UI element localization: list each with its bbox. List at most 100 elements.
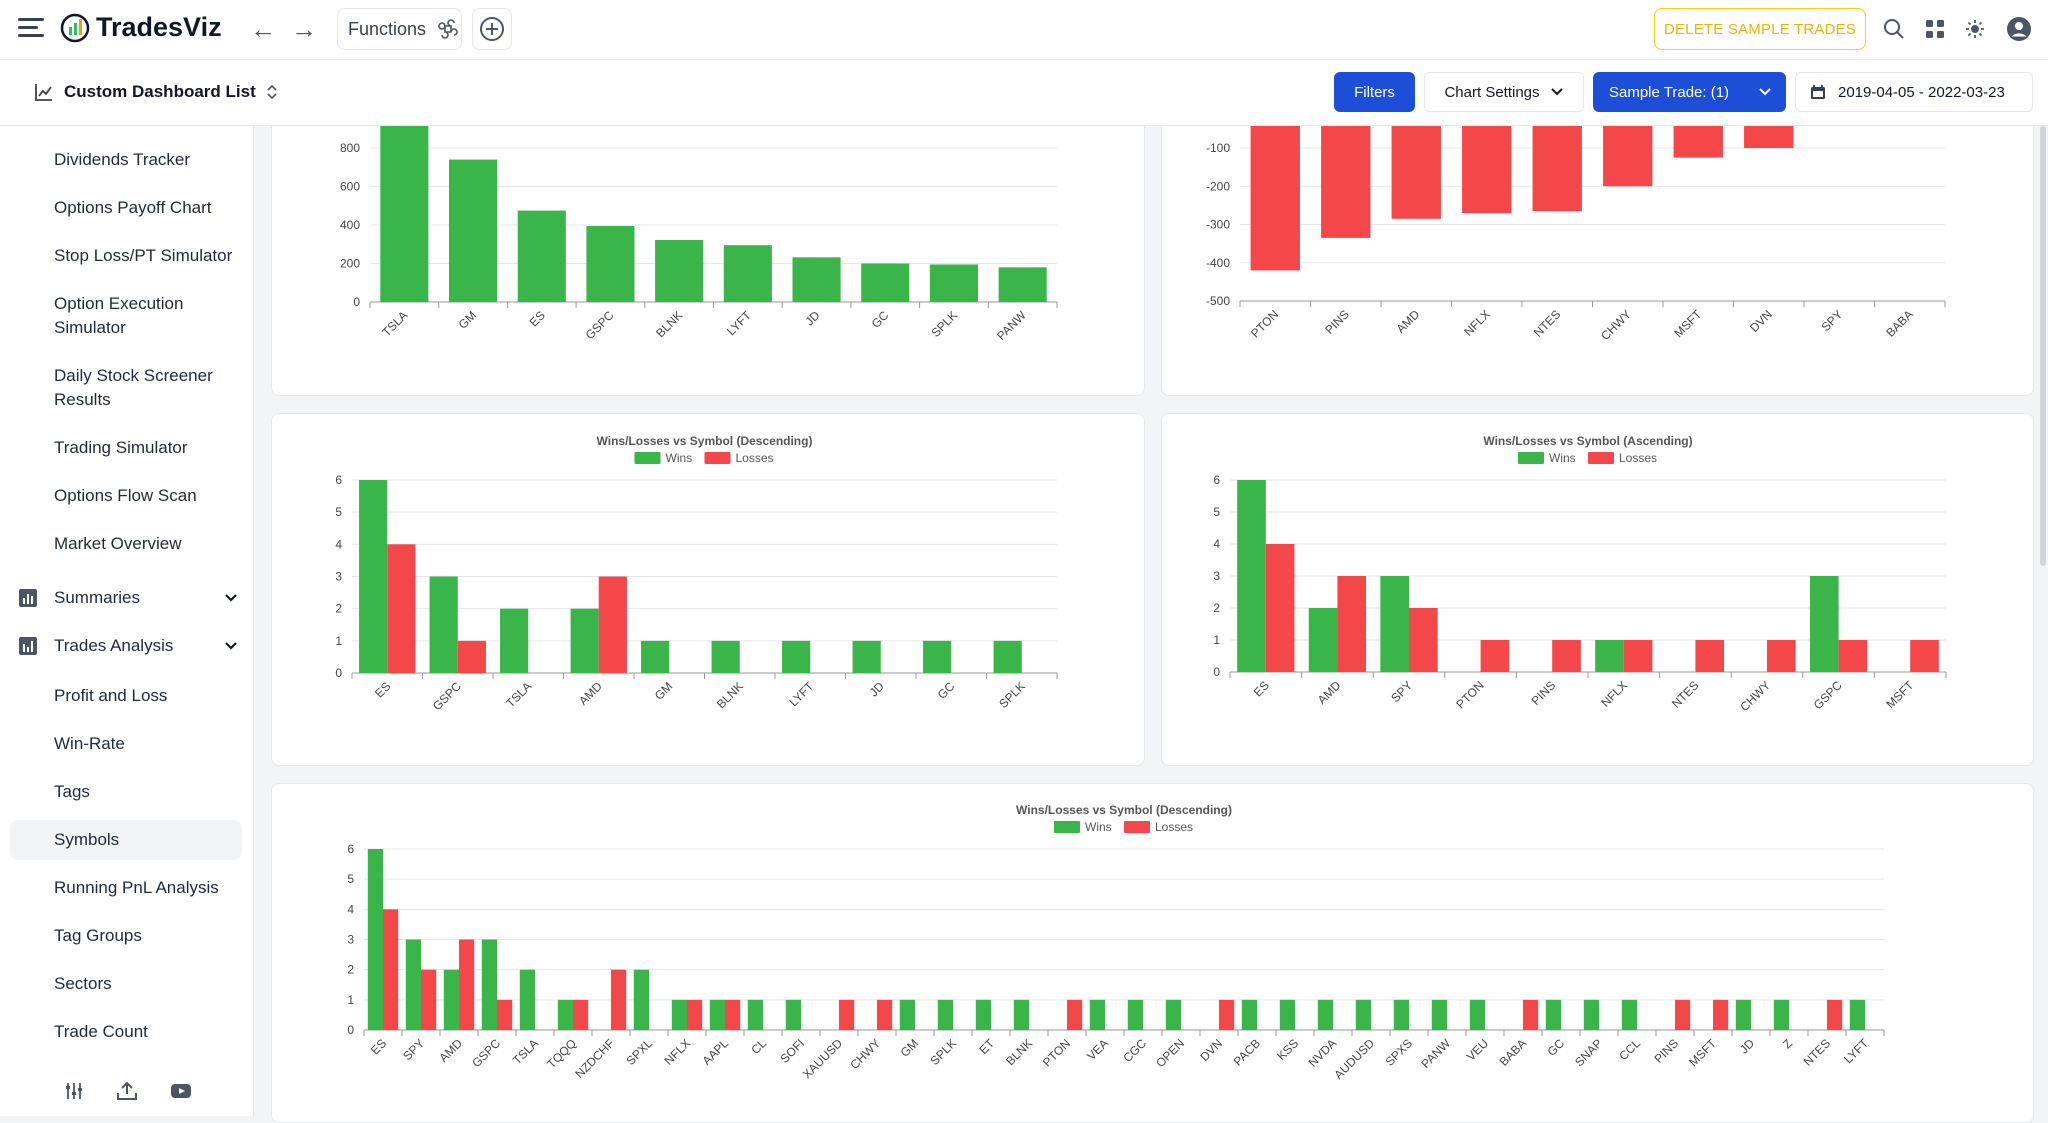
win-bar: [405, 939, 421, 1030]
legend-label: Wins: [1549, 451, 1576, 465]
sidebar-item-profit-and-loss[interactable]: Profit and Loss: [54, 686, 168, 705]
x-tick-label: CHWY: [1598, 307, 1634, 343]
dashboard-selector[interactable]: Custom Dashboard List: [34, 82, 278, 102]
sidebar-item-win-rate[interactable]: Win-Rate: [54, 734, 125, 753]
sidebar-item-sectors[interactable]: Sectors: [54, 974, 112, 993]
sidebar-section-trades-analysis[interactable]: Trades Analysis: [18, 636, 238, 656]
legend-swatch: [1054, 821, 1080, 833]
scrollbar[interactable]: [2040, 126, 2046, 566]
win-bar: [1237, 480, 1266, 672]
sample-trades-dropdown[interactable]: Sample Trade: (1): [1593, 72, 1786, 112]
x-tick-label: LYFT: [724, 308, 754, 338]
win-bar: [1809, 576, 1839, 672]
forward-arrow-icon[interactable]: →: [291, 14, 317, 44]
youtube-icon[interactable]: [170, 1082, 192, 1100]
x-tick-label: SPLK: [996, 679, 1028, 711]
chart-settings-button[interactable]: Chart Settings: [1424, 72, 1584, 112]
sidebar-item-options-flow-scan[interactable]: Options Flow Scan: [54, 486, 197, 505]
search-icon[interactable]: [1881, 16, 1907, 42]
sidebar-item-trade-count[interactable]: Trade Count: [54, 1022, 148, 1041]
sidebar-item-trading-simulator[interactable]: Trading Simulator: [54, 438, 188, 457]
delete-sample-trades-button[interactable]: DELETE SAMPLE TRADES: [1654, 8, 1866, 50]
back-arrow-icon[interactable]: ←: [250, 14, 276, 44]
sidebar-section-label: Summaries: [54, 588, 140, 607]
win-bar: [899, 999, 915, 1030]
profit-bar: [655, 240, 704, 302]
logo[interactable]: TradesViz: [60, 12, 222, 43]
upload-icon[interactable]: [116, 1081, 138, 1101]
y-tick-label: 200: [340, 257, 360, 271]
loss-bar: [1675, 999, 1691, 1030]
win-bar: [1127, 999, 1143, 1030]
user-avatar-icon[interactable]: [2006, 16, 2032, 42]
loss-bar: [877, 999, 893, 1030]
theme-sun-icon[interactable]: [1962, 16, 1988, 42]
sidebar: Dividends Tracker Options Payoff Chart S…: [0, 126, 254, 1116]
sliders-icon[interactable]: [64, 1081, 84, 1101]
chart-title: Wins/Losses vs Symbol (Ascending): [1483, 434, 1692, 448]
chart-title: Wins/Losses vs Symbol (Descending): [597, 434, 813, 448]
legend-swatch: [634, 452, 661, 464]
menu-icon[interactable]: [18, 18, 44, 40]
sidebar-section-summaries[interactable]: Summaries: [18, 588, 238, 608]
sidebar-section-label: Trades Analysis: [54, 636, 174, 655]
profit-bar: [792, 257, 841, 302]
x-tick-label: CHWY: [847, 1036, 883, 1072]
legend-label: Losses: [1155, 820, 1193, 834]
x-tick-label: PINS: [1651, 1036, 1681, 1066]
win-bar: [711, 640, 740, 673]
y-tick-label: 3: [335, 570, 342, 584]
x-tick-label: GSPC: [469, 1036, 503, 1070]
x-tick-label: TSLA: [510, 1036, 541, 1067]
x-tick-label: TSLA: [503, 679, 534, 710]
profit-bar: [586, 225, 635, 302]
apps-grid-icon[interactable]: [1922, 16, 1948, 42]
y-tick-label: 0: [1213, 665, 1220, 679]
x-tick-label: NVDA: [1306, 1036, 1339, 1069]
sidebar-item-symbols[interactable]: Symbols: [54, 830, 120, 849]
sort-updown-icon: [267, 84, 277, 100]
functions-button[interactable]: Functions: [337, 8, 462, 50]
chart-title: Wins/Losses vs Symbol (Descending): [1016, 803, 1232, 817]
chart-card-top-winners: 0 200 400 600 800 TSLA GM ES GSPC BLNK LYFT JD GC SPL…: [271, 110, 1145, 396]
loss-bar: [725, 999, 741, 1030]
chart-line-icon: [35, 84, 52, 101]
loss-bar: [457, 640, 486, 673]
x-tick-label: ES: [1251, 678, 1272, 699]
sidebar-item-stop-loss-simulator[interactable]: Stop Loss/PT Simulator: [54, 246, 233, 265]
sidebar-item-running-pnl[interactable]: Running PnL Analysis: [54, 878, 219, 897]
filters-button[interactable]: Filters: [1334, 72, 1415, 112]
y-tick-label: -100: [1206, 141, 1230, 155]
win-bar: [1355, 999, 1371, 1030]
sidebar-item-market-overview[interactable]: Market Overview: [54, 534, 182, 553]
y-tick-label: -300: [1206, 218, 1230, 232]
add-button[interactable]: [472, 8, 512, 50]
sidebar-item-options-payoff-chart[interactable]: Options Payoff Chart: [54, 198, 212, 217]
win-bar: [923, 640, 952, 673]
y-tick-label: 4: [347, 902, 354, 916]
win-bar: [1279, 999, 1295, 1030]
x-tick-label: VEU: [1464, 1036, 1491, 1063]
sidebar-item-dividends-tracker[interactable]: Dividends Tracker: [54, 150, 191, 169]
sidebar-item-option-execution-simulator[interactable]: Option Execution Simulator: [54, 294, 184, 337]
y-tick-label: 4: [1213, 537, 1220, 551]
x-tick-label: GM: [898, 1036, 922, 1060]
chart-card-wins-losses-asc: Wins/Losses vs Symbol (Ascending) Wins Los…: [1161, 413, 2034, 766]
y-tick-label: 400: [340, 218, 360, 232]
sidebar-item-tag-groups[interactable]: Tag Groups: [54, 926, 142, 945]
y-tick-label: -200: [1206, 179, 1230, 193]
x-tick-label: ES: [368, 1036, 389, 1057]
x-tick-label: Z: [1780, 1036, 1795, 1051]
x-tick-label: PINS: [1322, 307, 1352, 337]
sidebar-item-daily-stock-screener[interactable]: Daily Stock Screener Results: [54, 366, 213, 409]
loss-bar: [1910, 640, 1939, 672]
win-bar: [1165, 999, 1181, 1030]
y-tick-label: 1: [347, 993, 354, 1007]
x-tick-label: SPXL: [624, 1036, 656, 1068]
x-tick-label: NZDCHF: [572, 1036, 617, 1081]
loss-bar: [1695, 640, 1725, 672]
date-range-picker[interactable]: 2019-04-05 - 2022-03-23: [1795, 72, 2033, 112]
sidebar-item-tags[interactable]: Tags: [54, 782, 90, 801]
x-tick-label: PTON: [1040, 1036, 1073, 1069]
win-bar: [1089, 999, 1105, 1030]
